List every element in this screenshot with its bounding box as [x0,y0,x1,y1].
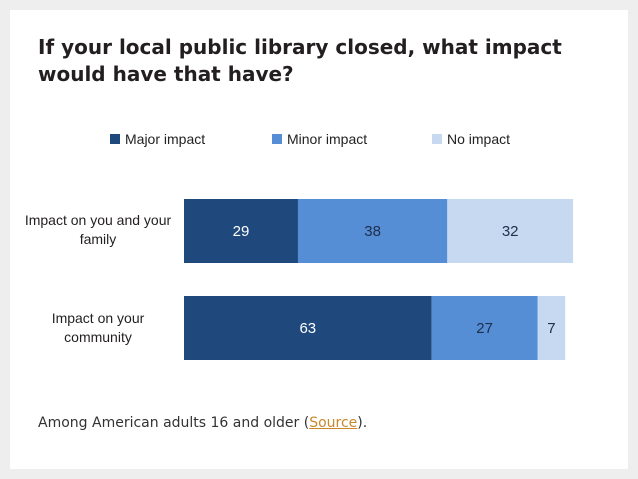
category-label-family: Impact on you and your family [24,212,172,247]
legend-item-none: No impact [432,129,510,149]
footnote: Among American adults 16 and older (Sour… [38,415,367,431]
bar-minor-1 [431,296,538,360]
legend-label-minor: Minor impact [287,131,368,147]
stacked-bar-chart: 29 38 32 63 27 7 [184,199,574,360]
legend-swatch-none [432,134,442,144]
data-label-none-0: 32 [502,223,519,240]
bar-major-1 [184,296,432,360]
legend-swatch-minor [272,134,282,144]
legend-label-major: Major impact [125,131,206,147]
bar-none-0 [447,199,574,263]
legend-swatch-major [110,134,120,144]
bar-minor-0 [297,199,448,263]
data-label-minor-0: 38 [364,223,381,240]
legend-item-major: Major impact [110,129,205,149]
legend-item-minor: Minor impact [272,129,367,149]
data-label-major-0: 29 [233,223,250,240]
slide: If your local public library closed, wha… [10,10,628,469]
footnote-prefix: Among American adults 16 and older ( [38,415,310,431]
data-label-major-1: 63 [299,320,316,337]
source-link[interactable]: Source [309,415,358,431]
legend: Major impact Minor impact No impact [10,129,628,149]
category-label-community: Impact on your community [51,310,145,345]
data-label-minor-1: 27 [476,320,493,337]
chart-title: If your local public library closed, wha… [38,35,562,86]
legend-label-none: No impact [447,131,511,147]
data-label-none-1: 7 [547,320,555,337]
bar-major-0 [184,199,298,263]
bar-none-1 [537,296,566,360]
footnote-suffix: ). [357,415,368,431]
